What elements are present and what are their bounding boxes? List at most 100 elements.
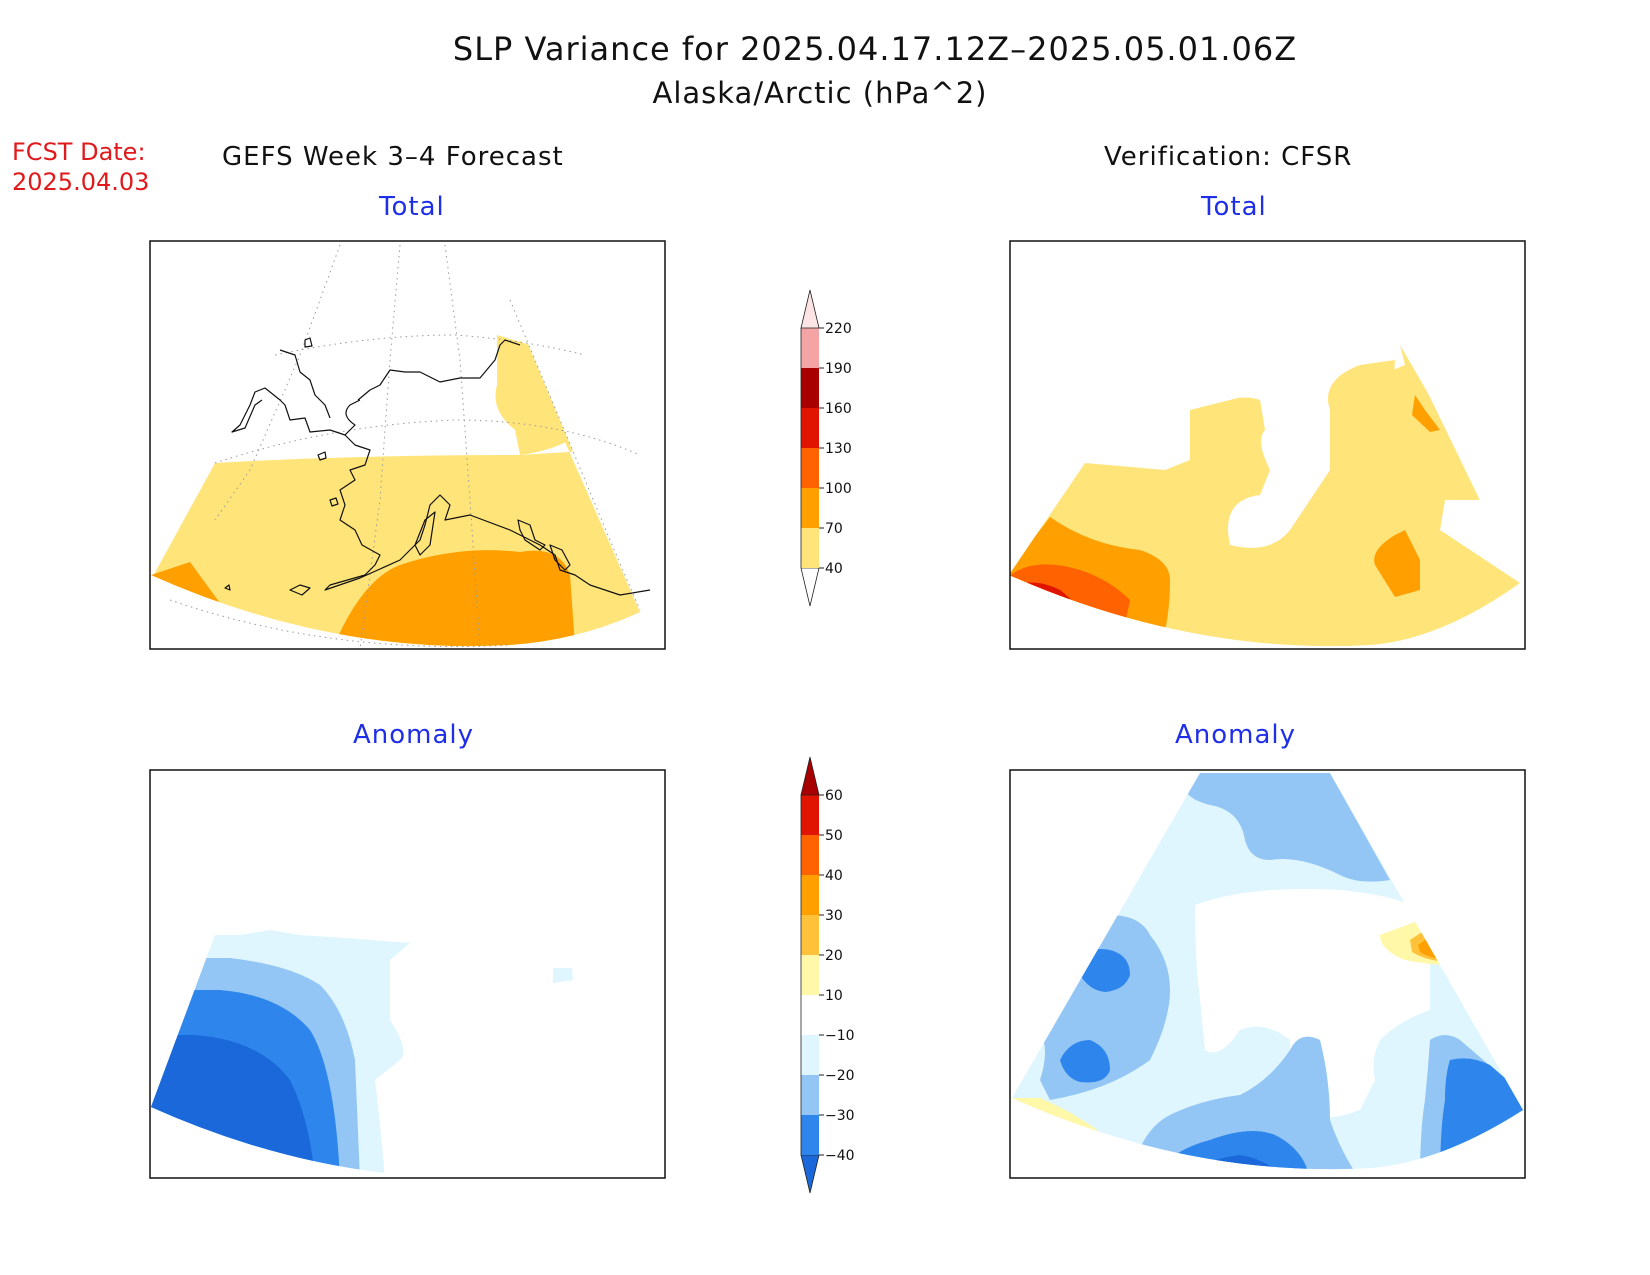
verification-anomaly-frame [1009,769,1526,1179]
coastline-segment [549,544,571,571]
anomaly-colorbar-segment [801,1115,819,1155]
verification-total-frame [1009,240,1526,650]
graticule-line [274,334,586,356]
graticule-line [510,829,640,1139]
verification-anomaly-m30-east [1440,1058,1523,1170]
figure-title: SLP Variance for 2025.04.17.12Z–2025.05.… [452,30,1298,68]
forecast-total-70-shade [330,550,575,647]
verification-total-map [1010,345,1520,647]
forecast-total-map [151,335,640,647]
total-colorbar-segment [801,488,819,528]
anomaly-colorbar-lower-tip [800,1154,820,1194]
verification-total-label: Total [1201,192,1267,222]
right-column-title: Verification: CFSR [1104,142,1353,172]
verification-anomaly-map [1012,773,1523,1170]
coastline-segment [329,497,339,507]
graticule-line [444,244,481,649]
graticule-line [275,864,585,884]
anomaly-colorbar-tick-label: −10 [825,1028,855,1044]
total-colorbar-tick-label: 160 [825,401,852,417]
verification-anomaly-label: Anomaly [1175,720,1297,750]
verification-total-40-shade [1010,360,1520,647]
figure-subtitle: Alaska/Arctic (hPa^2) [652,76,988,110]
forecast-anomaly-frame [149,769,666,1179]
total-colorbar: 40 70 100 130 160 190 220 [800,289,852,607]
anomaly-colorbar-tick-label: −30 [825,1108,855,1124]
anomaly-colorbar-segment [801,995,819,1035]
verification-total-160-shade [1010,599,1060,625]
total-colorbar-tick-label: 100 [825,481,852,497]
total-colorbar-segment [801,408,819,448]
anomaly-colorbar-segment [801,1035,819,1075]
anomaly-colorbar-segment [801,955,819,995]
graticule-line [169,599,511,648]
coastline-segment [358,869,520,929]
forecast-anomaly-map [151,930,573,1178]
anomaly-colorbar-segment [801,875,819,915]
forecast-anomaly-label: Anomaly [353,720,475,750]
total-colorbar-tick-label: 40 [825,561,843,577]
anomaly-colorbar: −40 −30 −20 −10 10 20 30 40 50 60 [800,756,855,1194]
verification-total-70-shade-east [1374,530,1420,597]
anomaly-colorbar-tick-label: −20 [825,1068,855,1084]
coastline-segment [231,387,346,436]
anomaly-colorbar-tick-label: 10 [825,988,843,1004]
coastline [224,337,1205,1099]
anomaly-colorbar-segment [801,795,819,835]
anomaly-colorbar-tick-label: 40 [825,868,843,884]
anomaly-colorbar-tick-label: 60 [825,788,843,804]
verification-anomaly-m20-south [1130,1036,1360,1170]
anomaly-colorbar-segment [801,915,819,955]
graticule-line [214,419,641,464]
verification-anomaly-m30-west2 [1060,1040,1110,1083]
anomaly-colorbar-tick-label: −40 [825,1148,855,1164]
coastline-segment [1178,452,1186,460]
total-colorbar-segment [801,528,819,568]
verification-anomaly-neutral-center [1195,889,1430,1118]
total-colorbar-tick-label: 220 [825,321,852,337]
forecast-anomaly-m10-shade-east [553,968,573,983]
total-colorbar-segment [801,328,819,368]
coastline-segment [415,1041,435,1084]
coastline-segment [414,511,436,556]
coastline-segment [550,1074,570,1099]
anomaly-colorbar-tick-label: 30 [825,908,843,924]
fcst-date-value: 2025.04.03 [12,168,150,196]
graticule-panel-1 [169,244,641,649]
coastline-segment [324,399,651,596]
graticule-line [509,299,641,611]
anomaly-colorbar-tick-label: 50 [825,828,843,844]
coastline-segment [1140,350,1190,418]
left-column-title: GEFS Week 3–4 Forecast [222,142,564,172]
coastline-segment [305,867,312,876]
verification-anomaly-m20-north [1185,773,1390,882]
total-colorbar-segment [801,368,819,408]
graticule-line [445,774,480,1178]
forecast-total-40-shade-north [495,335,585,455]
verification-total-40-shade-ne [1345,345,1490,500]
coastline-panel-1 [224,337,651,596]
total-colorbar-tick-label: 130 [825,441,852,457]
total-colorbar-segment [801,448,819,488]
coastline-segment [317,451,327,461]
coastline-segment [279,349,331,419]
anomaly-colorbar-tick-label: 20 [825,948,843,964]
fcst-date-label: FCST Date: [12,138,146,166]
total-colorbar-upper-tip [800,289,820,329]
map-graticule [169,244,1445,1178]
coastline-segment [357,339,521,401]
coastline-segment [518,1049,545,1079]
graticule-line [359,244,401,649]
total-colorbar-tick-label: 190 [825,361,852,377]
verification-anomaly-neutral-nw [1070,895,1110,910]
anomaly-colorbar-segment [801,835,819,875]
coastline-segment [304,337,313,348]
coastline-segment [289,584,311,596]
forecast-total-label: Total [379,192,445,222]
verification-total-70-shade-ne [1412,395,1440,432]
total-colorbar-tick-label: 70 [825,521,843,537]
coastline-segment [1092,388,1205,435]
forecast-total-frame [149,240,666,650]
graticule-line [1135,335,1445,355]
